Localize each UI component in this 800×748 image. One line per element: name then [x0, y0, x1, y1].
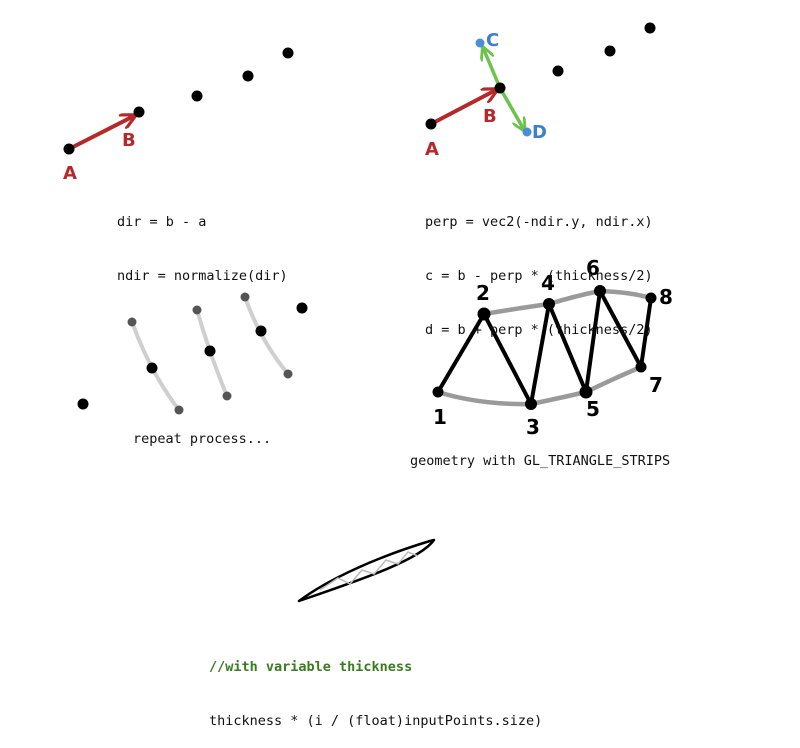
- vertex-2: [477, 307, 491, 321]
- label-a: A: [63, 163, 77, 184]
- vertex-3: [525, 398, 537, 410]
- perp-arrow-d: [498, 86, 523, 128]
- perp-segment: [243, 295, 290, 376]
- code-comment: //with variable thickness: [209, 659, 413, 675]
- vertex-6: [594, 285, 606, 297]
- code-line: ndir = normalize(dir): [117, 268, 288, 284]
- vertex-label-8: 8: [659, 285, 673, 309]
- point: [204, 345, 216, 357]
- vertex-1: [432, 386, 444, 398]
- vertex-label-6: 6: [586, 256, 600, 280]
- caption-repeat: repeat process...: [133, 431, 272, 447]
- panel-triangle-strip: 1 2 3 4 5 6 7 8: [432, 256, 673, 439]
- point: [242, 70, 254, 82]
- perp-point: [240, 292, 250, 302]
- label-b: B: [122, 130, 136, 151]
- point-a: [63, 143, 75, 155]
- point-c: [475, 38, 485, 48]
- label-a: A: [425, 139, 439, 160]
- point-a: [425, 118, 437, 130]
- thick-line-outline: [297, 538, 436, 603]
- perp-point: [192, 305, 202, 315]
- perp-point: [283, 369, 293, 379]
- diagram-canvas: A B A B C D: [63, 22, 673, 603]
- panel-perpendicular: A B C D: [425, 22, 656, 160]
- vertex-8: [645, 292, 657, 304]
- vertex-label-4: 4: [541, 271, 555, 295]
- vertex-label-3: 3: [526, 415, 540, 439]
- point: [644, 22, 656, 34]
- point: [282, 47, 294, 59]
- point: [77, 398, 89, 410]
- code-line: thickness * (i / (float)inputPoints.size…: [209, 713, 543, 729]
- point: [146, 362, 158, 374]
- dir-arrow: [429, 91, 494, 126]
- point: [604, 45, 616, 57]
- code-line: perp = vec2(-ndir.y, ndir.x): [425, 214, 653, 230]
- label-d: D: [532, 122, 547, 143]
- point: [191, 90, 203, 102]
- strip-zigzag: [436, 289, 653, 406]
- code-line: dir = b - a: [117, 214, 207, 230]
- label-b: B: [483, 106, 497, 127]
- point: [552, 65, 564, 77]
- code-variable-thickness: //with variable thickness thickness * (i…: [209, 622, 542, 748]
- strip-outline-top: [481, 288, 654, 317]
- vertex-label-7: 7: [649, 373, 663, 397]
- perp-point: [127, 317, 137, 327]
- perp-arrow-c: [484, 50, 502, 90]
- point-b: [494, 82, 506, 94]
- point: [255, 325, 267, 337]
- vertex-label-1: 1: [433, 405, 447, 429]
- thick-line-fill: [319, 551, 419, 591]
- panel-repeat: [77, 292, 308, 415]
- label-c: C: [486, 30, 499, 51]
- perp-point: [174, 405, 184, 415]
- code-line: c = b - perp * (thickness/2): [425, 268, 653, 284]
- vertex-4: [543, 298, 555, 310]
- vertex-label-5: 5: [586, 397, 600, 421]
- panel-direction: A B: [63, 47, 294, 184]
- vertex-label-2: 2: [476, 281, 490, 305]
- perp-point: [222, 391, 232, 401]
- code-line: d = b + perp * (thickness/2): [425, 322, 653, 338]
- point: [296, 302, 308, 314]
- panel-variable-thickness: [297, 538, 436, 603]
- dir-arrow: [67, 117, 132, 151]
- caption-triangle-strip: geometry with GL_TRIANGLE_STRIPS: [410, 453, 671, 469]
- code-perpendicular: perp = vec2(-ndir.y, ndir.x) c = b - per…: [425, 177, 653, 357]
- vertex-7: [635, 361, 647, 373]
- vertex-5: [579, 385, 593, 399]
- code-direction: dir = b - a ndir = normalize(dir): [117, 177, 288, 303]
- strip-outline-bottom: [435, 364, 644, 407]
- point-d: [522, 127, 532, 137]
- point-b: [133, 106, 145, 118]
